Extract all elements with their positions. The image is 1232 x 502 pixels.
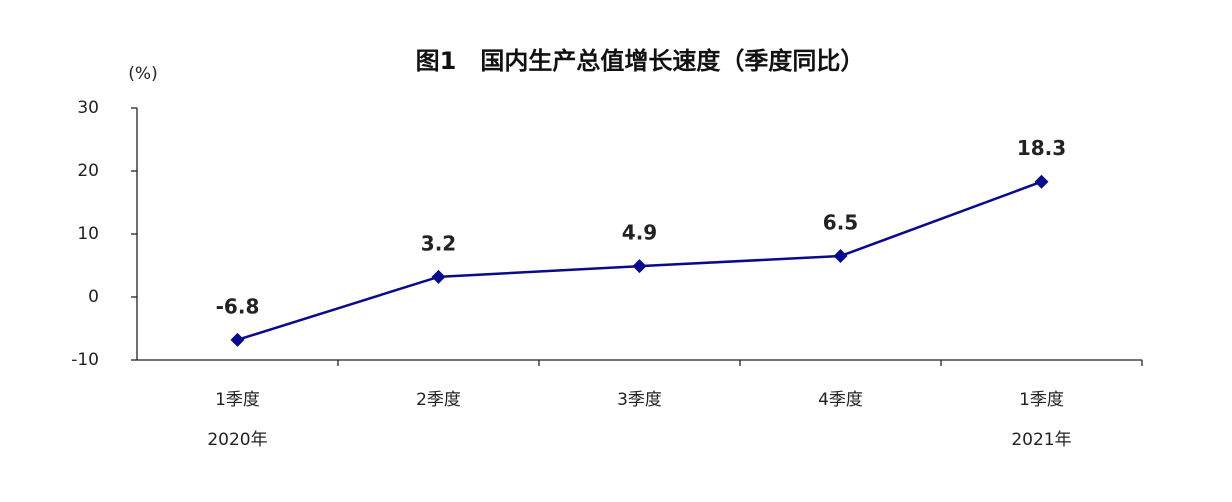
data-point <box>833 249 848 264</box>
y-tick-label: 0 <box>88 287 99 307</box>
data-label: -6.8 <box>216 294 260 318</box>
x-tick-label: 4季度 <box>818 390 863 410</box>
data-label: 4.9 <box>622 221 657 245</box>
y-tick-label: 30 <box>77 98 99 118</box>
data-label: 6.5 <box>823 211 858 235</box>
y-tick-label: 20 <box>77 161 99 181</box>
data-point <box>632 259 647 274</box>
y-tick-label: 10 <box>77 224 99 244</box>
data-label: 18.3 <box>1017 136 1066 160</box>
y-unit: (%) <box>128 64 157 84</box>
y-tick-label: -10 <box>71 350 99 370</box>
data-point <box>230 332 245 347</box>
data-point <box>431 269 446 284</box>
chart-title: 图1 国内生产总值增长速度（季度同比） <box>416 47 865 75</box>
x-tick-label: 3季度 <box>617 390 662 410</box>
data-label: 3.2 <box>421 231 456 255</box>
x-tick-label: 1季度 <box>215 390 260 410</box>
x-tick-label: 2季度 <box>416 390 461 410</box>
x-year-label: 2021年 <box>1011 430 1071 450</box>
data-point <box>1034 174 1049 189</box>
x-year-label: 2020年 <box>207 430 267 450</box>
x-tick-label: 1季度 <box>1019 390 1064 410</box>
